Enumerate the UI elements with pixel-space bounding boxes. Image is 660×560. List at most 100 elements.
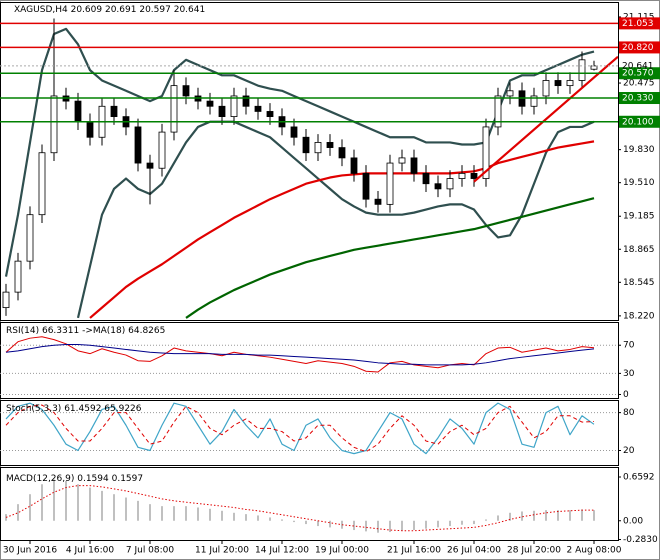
histogram-bar [137,500,139,521]
histogram-bar [113,494,115,521]
rsi-value: 66.3311 [42,326,79,336]
histogram-bar [233,512,235,521]
histogram-bar [497,515,499,521]
candle-body [494,95,502,128]
candle-body [482,126,490,179]
histogram-bar [545,510,547,521]
histogram-bar [425,520,427,529]
panel-frame [0,467,619,541]
candle-body [134,126,142,164]
trendline [473,55,618,183]
candle-body [314,142,322,154]
candle-body [86,121,94,138]
histogram-bar [209,508,211,521]
histogram-bar [281,519,283,521]
plot-area [5,336,595,373]
candle-body [110,105,118,118]
histogram-bar [533,510,535,521]
candle-body [338,147,346,159]
candle-body [38,152,46,216]
y-tick-label: -0.2830 [623,535,658,545]
y-tick-label: 20.475 [623,79,655,89]
y-tick-label: 0.00 [623,516,643,526]
stoch-main-value: 61.4592 [64,404,101,414]
candle-body [410,157,418,174]
y-tick-label: 30 [623,369,635,379]
histogram-bar [101,490,103,521]
histogram-bar [41,484,43,521]
level-label: 20.820 [622,43,654,53]
histogram-bar [377,520,379,533]
histogram-bar [125,497,127,521]
candle-body [218,105,226,118]
macd-signal-value: 0.1597 [112,474,144,484]
series-line [185,197,595,319]
candle-body [2,291,10,309]
histogram-bar [353,520,355,531]
level-label: 20.100 [622,117,654,127]
candle-body [50,95,58,154]
series-line [5,336,595,373]
x-tick-label: 28 Jul 20:00 [507,546,561,556]
rsi-name: RSI(14) [6,326,39,336]
x-tick-label: 2 Aug 08:00 [567,546,622,556]
candle-body [506,90,514,97]
stoch-signal-value: 65.9226 [104,404,141,414]
candle-body [242,95,250,107]
level-box [619,67,660,80]
candle-body [362,172,370,200]
x-tick-label: 19 Jul 00:00 [315,546,369,556]
candle-body [398,157,406,164]
last-high: 20.691 [105,5,137,15]
x-tick-label: 21 Jul 16:00 [387,546,441,556]
y-tick-label: 0 [623,390,629,400]
rsi-ma-value: 64.8265 [128,326,165,336]
rsi-header: RSI(14) 66.3311 ->MA(18) 64.8265 [6,326,165,336]
last-price-label: 20.641 [622,61,654,71]
histogram-bar [197,507,199,521]
level-label: 20.570 [622,69,654,79]
series-line [5,344,595,366]
y-tick-label: 20 [623,446,635,456]
x-tick-label: 4 Jul 16:00 [66,546,115,556]
candle-body [302,136,310,154]
main-header: XAGUSD,H4 20.609 20.691 20.597 20.641 [14,5,205,15]
candle-body [422,172,430,185]
candle-body [266,111,274,118]
histogram-bar [521,511,523,521]
series-line [5,402,595,455]
x-tick-label: 30 Jun 2016 [3,546,57,556]
macd-value: 0.1594 [77,474,109,484]
histogram-bar [485,519,487,521]
series-line [5,485,595,532]
y-tick-label: 19.185 [623,212,655,222]
candle-body [206,100,214,107]
histogram-bar [437,520,439,528]
rsi-ma-name: ->MA(18) [82,326,125,336]
histogram-bar [449,520,451,527]
histogram-bar [89,487,91,521]
histogram-bar [389,520,391,533]
histogram-bar [161,506,163,521]
candle-body [470,172,478,179]
level-box [619,17,660,30]
candle-body [386,162,394,205]
histogram-bar [461,520,463,525]
histogram-bar [473,520,475,525]
stoch-header: Stoch(5,3,3) 61.4592 65.9226 [6,404,142,414]
macd-header: MACD(12,26,9) 0.1594 0.1597 [6,474,143,484]
symbol: XAGUSD,H4 [14,5,68,15]
histogram-bar [17,504,19,521]
level-label: 21.053 [622,19,654,29]
candle-body [458,172,466,179]
series-line [89,140,595,319]
candle-body [374,198,382,205]
plot-area [5,479,595,533]
candle-body [26,214,34,262]
x-tick-label: 7 Jul 08:00 [126,546,175,556]
macd-name: MACD(12,26,9) [6,474,74,484]
stoch-name: Stoch(5,3,3) [6,404,61,414]
candle-body [254,105,262,112]
